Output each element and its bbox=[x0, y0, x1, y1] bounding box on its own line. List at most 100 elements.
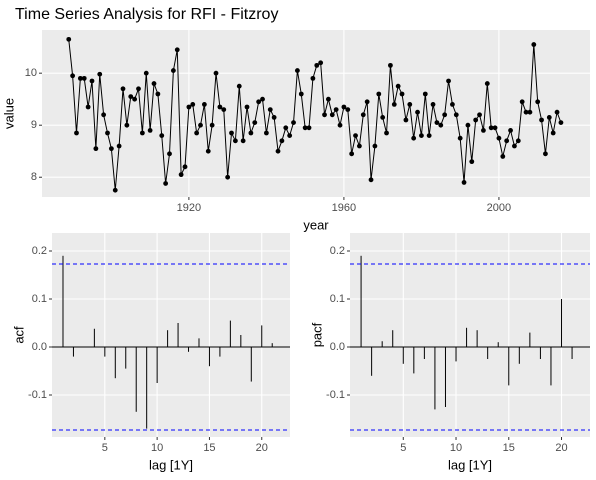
data-point bbox=[329, 112, 335, 118]
data-point bbox=[271, 115, 277, 120]
data-point bbox=[194, 130, 200, 136]
data-point bbox=[248, 130, 254, 136]
data-point bbox=[558, 120, 564, 126]
data-point bbox=[422, 91, 428, 97]
data-point bbox=[252, 120, 258, 126]
data-point bbox=[457, 135, 463, 141]
data-point bbox=[163, 181, 169, 186]
data-point bbox=[70, 73, 76, 79]
data-point bbox=[477, 112, 482, 118]
data-point bbox=[198, 122, 203, 128]
data-point bbox=[283, 125, 289, 131]
data-point bbox=[391, 101, 397, 107]
data-point bbox=[465, 122, 471, 128]
x-tick-label: 10 bbox=[151, 442, 163, 454]
data-point bbox=[539, 117, 544, 123]
data-point bbox=[221, 107, 227, 112]
data-point bbox=[345, 107, 351, 112]
data-point bbox=[143, 70, 149, 76]
data-point bbox=[438, 122, 444, 128]
data-point bbox=[349, 151, 355, 157]
data-point bbox=[519, 99, 525, 105]
data-point bbox=[124, 122, 130, 128]
x-axis-label: lag [1Y] bbox=[448, 457, 492, 472]
data-point bbox=[116, 143, 122, 149]
data-point bbox=[66, 36, 72, 42]
data-point bbox=[554, 109, 560, 115]
x-axis-label: lag [1Y] bbox=[149, 457, 193, 472]
data-point bbox=[128, 94, 134, 99]
data-point bbox=[376, 91, 382, 97]
data-point bbox=[236, 83, 242, 89]
data-point bbox=[543, 151, 548, 157]
data-point bbox=[112, 187, 118, 193]
data-point bbox=[415, 109, 420, 115]
data-point bbox=[353, 133, 358, 139]
data-point bbox=[201, 101, 207, 107]
data-point bbox=[294, 68, 300, 73]
data-point bbox=[298, 91, 304, 97]
data-point bbox=[508, 128, 513, 133]
data-point bbox=[306, 125, 312, 131]
data-point bbox=[314, 62, 320, 68]
data-point bbox=[360, 112, 366, 118]
data-point bbox=[260, 96, 265, 102]
data-point bbox=[167, 151, 172, 157]
data-point bbox=[77, 75, 83, 81]
data-point bbox=[496, 135, 502, 141]
y-axis-label: value bbox=[1, 98, 16, 129]
data-point bbox=[205, 148, 211, 154]
data-point bbox=[515, 138, 521, 144]
data-point bbox=[364, 99, 370, 105]
data-point bbox=[310, 75, 316, 81]
y-tick-label: 0.2 bbox=[330, 245, 345, 257]
data-point bbox=[213, 70, 219, 76]
y-tick-label: 9 bbox=[31, 119, 37, 131]
y-tick-label: 0.1 bbox=[32, 293, 47, 305]
data-point bbox=[500, 154, 506, 159]
data-point bbox=[159, 133, 165, 139]
data-point bbox=[434, 120, 440, 126]
chart-title: Time Series Analysis for RFI - Fitzroy bbox=[15, 6, 278, 23]
data-point bbox=[155, 91, 161, 97]
data-point bbox=[318, 60, 324, 66]
data-point bbox=[550, 130, 556, 136]
data-point bbox=[488, 125, 494, 131]
data-point bbox=[120, 86, 126, 92]
data-point bbox=[93, 146, 99, 152]
data-point bbox=[426, 133, 432, 139]
y-tick-label: 0.2 bbox=[32, 245, 47, 257]
data-point bbox=[97, 71, 103, 77]
data-point bbox=[217, 104, 223, 110]
data-point bbox=[535, 99, 541, 105]
y-tick-label: 8 bbox=[31, 171, 37, 183]
data-point bbox=[105, 130, 110, 136]
data-point bbox=[492, 125, 498, 131]
data-point bbox=[388, 62, 393, 68]
x-tick-label: 15 bbox=[203, 442, 215, 454]
data-point bbox=[531, 42, 537, 47]
data-point bbox=[430, 101, 436, 107]
data-point bbox=[170, 68, 176, 73]
data-point bbox=[136, 86, 141, 92]
data-point bbox=[484, 81, 490, 86]
data-point bbox=[407, 101, 413, 107]
x-axis-label: year bbox=[303, 217, 329, 232]
data-point bbox=[232, 138, 238, 144]
data-point bbox=[151, 81, 157, 86]
data-point bbox=[322, 112, 327, 118]
data-point bbox=[101, 112, 107, 118]
data-point bbox=[341, 104, 347, 110]
data-point bbox=[89, 78, 95, 84]
data-point bbox=[302, 125, 308, 131]
data-point bbox=[81, 75, 87, 81]
data-point bbox=[473, 117, 479, 123]
data-point bbox=[446, 78, 451, 84]
data-point bbox=[384, 130, 389, 136]
data-point bbox=[186, 104, 192, 110]
x-tick-label: 1960 bbox=[332, 202, 356, 214]
data-point bbox=[337, 122, 343, 128]
data-point bbox=[182, 164, 188, 170]
data-point bbox=[275, 148, 281, 154]
